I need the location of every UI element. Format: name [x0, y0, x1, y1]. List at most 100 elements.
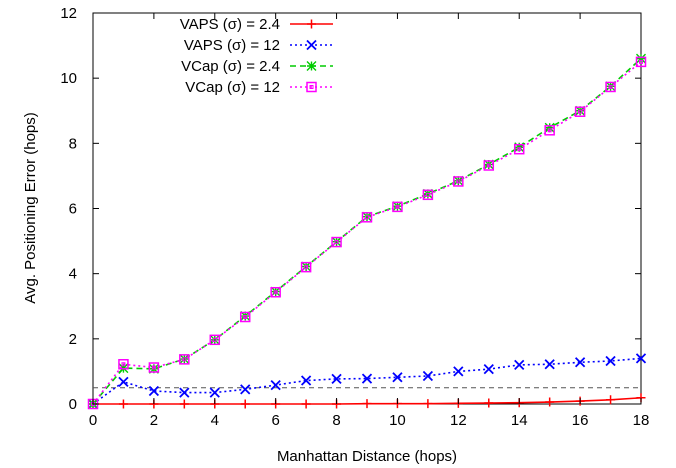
square-marker-inner	[608, 84, 613, 89]
plus-marker	[606, 395, 616, 405]
cross-marker	[270, 379, 281, 391]
y-tick-label: 10	[60, 70, 77, 87]
cross-marker	[574, 357, 586, 368]
y-axis-label: Avg. Positioning Error (hops)	[22, 112, 39, 303]
series-1	[88, 393, 646, 409]
star-marker	[240, 311, 251, 322]
x-tick-label: 2	[150, 412, 158, 429]
square-marker	[118, 358, 129, 370]
plus-marker	[118, 399, 128, 409]
y-tick-label: 6	[69, 201, 77, 218]
cross-marker	[483, 363, 494, 375]
y-tick-label: 2	[69, 331, 77, 348]
series-line	[92, 58, 642, 405]
series-3	[88, 53, 646, 409]
square-marker-inner	[517, 147, 522, 152]
square-marker-inner	[456, 179, 461, 184]
cross-marker	[240, 384, 251, 395]
star-marker	[362, 211, 372, 222]
x-tick-label: 12	[450, 412, 467, 429]
square-marker	[300, 261, 312, 273]
legend: VAPS (σ) = 2.4 VAPS (σ) = 12 VCap (σ) = 2.…	[180, 16, 333, 96]
star-marker	[636, 53, 646, 64]
square-marker	[453, 176, 464, 187]
square-marker	[422, 189, 434, 201]
y-tick-label: 8	[69, 135, 77, 152]
square-marker	[331, 236, 342, 248]
cross-marker	[422, 370, 434, 382]
square-marker-inner	[365, 215, 369, 220]
star-marker	[605, 81, 616, 92]
series-4	[87, 56, 647, 410]
series-line	[92, 357, 642, 405]
square-marker	[635, 56, 647, 68]
square-marker-inner	[212, 337, 217, 342]
square-marker-inner	[243, 315, 248, 320]
legend-label: VCap (σ) = 2.4	[181, 58, 280, 75]
y-tick-label: 12	[60, 5, 77, 22]
star-marker	[453, 175, 464, 186]
square-marker-inner	[395, 204, 400, 209]
cross-marker	[514, 359, 525, 371]
cross-marker	[331, 373, 342, 385]
plus-marker	[545, 397, 555, 407]
plus-marker	[423, 399, 433, 409]
cross-marker	[306, 39, 317, 51]
square-marker-inner	[304, 265, 309, 270]
square-marker	[270, 286, 281, 298]
legend-label: VAPS (σ) = 2.4	[180, 16, 280, 33]
x-tick-label: 14	[511, 412, 528, 429]
square-marker-inner	[273, 290, 278, 295]
series-line	[92, 61, 642, 405]
cross-marker	[179, 387, 190, 398]
square-marker-inner	[121, 362, 126, 367]
x-axis-label: Manhattan Distance (hops)	[277, 448, 457, 465]
square-marker	[513, 143, 525, 155]
cross-marker	[300, 375, 312, 386]
square-marker-inner	[182, 357, 187, 362]
star-marker	[331, 236, 342, 247]
square-marker-inner	[151, 365, 156, 370]
x-tick-label: 8	[332, 412, 340, 429]
square-marker	[605, 81, 616, 93]
square-marker	[306, 81, 317, 93]
cross-marker	[209, 387, 220, 398]
cross-marker	[118, 376, 129, 387]
square-marker-inner	[309, 85, 314, 89]
axis-layer: 0 2 4 6 8 10 12 14 16 18 0 2 4 6 8 10 12	[60, 5, 649, 429]
legend-label: VAPS (σ) = 12	[184, 37, 280, 54]
x-tick-label: 10	[389, 412, 406, 429]
square-marker	[148, 362, 160, 373]
series-layer	[87, 53, 647, 410]
star-marker	[306, 61, 317, 71]
square-marker	[239, 311, 251, 323]
x-tick-label: 4	[211, 412, 219, 429]
cross-marker	[544, 359, 555, 370]
x-tick-label: 18	[633, 412, 650, 429]
star-marker	[483, 159, 494, 170]
star-marker	[209, 334, 220, 345]
plus-marker	[362, 399, 372, 409]
y-tick-label: 0	[69, 396, 77, 413]
square-marker-inner	[578, 109, 583, 114]
square-marker-inner	[486, 163, 491, 168]
square-marker	[209, 334, 221, 346]
plus-marker	[240, 399, 250, 409]
plus-marker	[301, 399, 311, 409]
legend-label: VCap (σ) = 12	[185, 79, 280, 96]
square-marker	[361, 212, 373, 223]
x-tick-label: 0	[89, 412, 97, 429]
plus-marker	[307, 19, 316, 29]
square-marker	[392, 201, 403, 213]
plus-marker	[484, 398, 494, 408]
square-marker-inner	[334, 240, 339, 245]
cross-marker	[635, 353, 647, 364]
cross-marker	[361, 373, 373, 384]
square-marker-inner	[425, 192, 430, 197]
star-marker	[179, 354, 190, 365]
cross-marker	[453, 366, 464, 377]
y-tick-label: 4	[69, 266, 77, 283]
x-tick-label: 6	[271, 412, 279, 429]
cross-marker	[605, 355, 616, 367]
